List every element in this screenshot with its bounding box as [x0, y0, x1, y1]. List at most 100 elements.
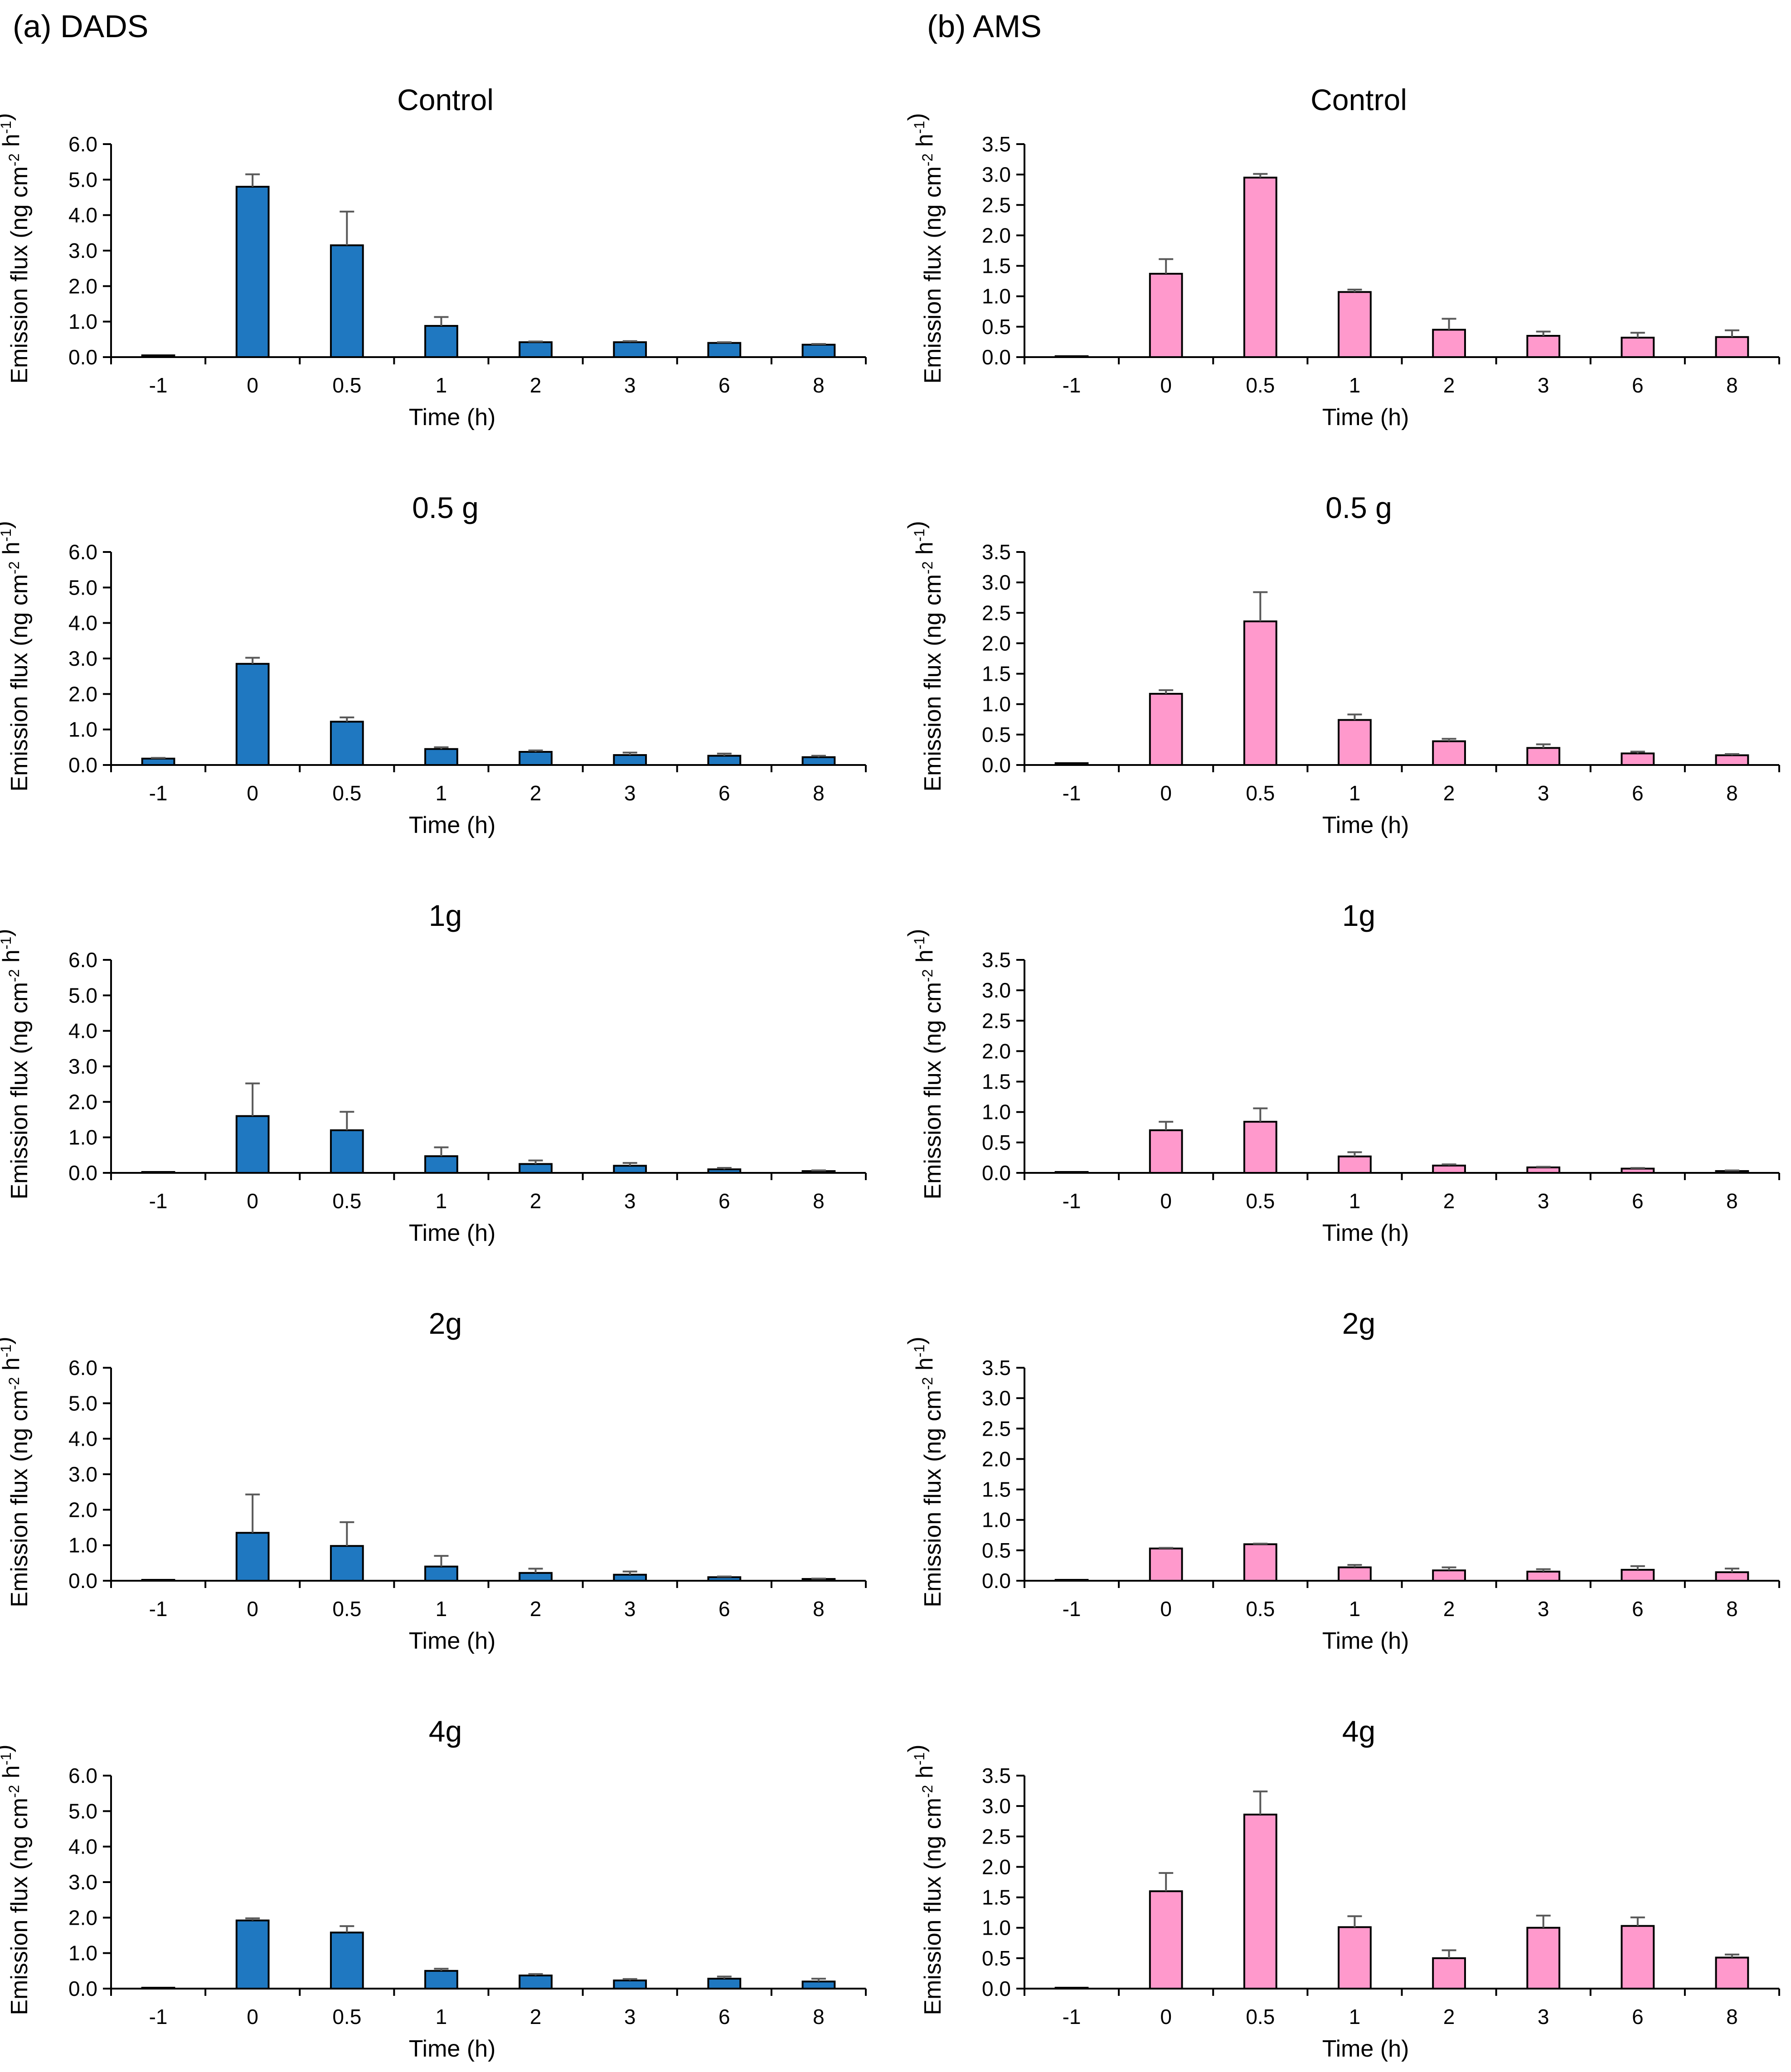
x-tick-label: -1: [149, 1189, 168, 1213]
x-tick-label: 3: [624, 1189, 636, 1213]
x-tick-label: 0.5: [332, 1189, 361, 1213]
bar-1: [424, 748, 458, 766]
x-tick-label: -1: [1063, 1597, 1081, 1621]
x-tick-label: 2: [1443, 373, 1455, 397]
bar--1: [1054, 762, 1089, 766]
x-tick-label: -1: [1063, 373, 1081, 397]
y-tick-label: 0.0: [982, 345, 1011, 369]
panel-label-ams: (b) AMS: [927, 9, 1042, 44]
y-tick-label: 6.0: [68, 1356, 97, 1380]
bar--1: [1054, 1987, 1089, 1990]
bar-3: [1526, 1927, 1561, 1990]
x-tick-label: 2: [530, 781, 542, 805]
x-tick-label: -1: [149, 2005, 168, 2028]
x-tick-label: 8: [1726, 1189, 1738, 1213]
x-tick-label: 8: [1726, 1597, 1738, 1621]
x-tick-label: 0.5: [332, 781, 361, 805]
bar-6: [707, 342, 742, 358]
x-tick-label: 8: [1726, 781, 1738, 805]
bar-0.5: [330, 244, 364, 358]
bar-1: [1338, 1155, 1372, 1174]
y-tick-label: 2.0: [982, 631, 1011, 655]
y-tick-label: 0.0: [68, 1977, 97, 2000]
bar-3: [613, 341, 647, 358]
bar-0.5: [1243, 620, 1277, 766]
y-tick-label: 1.0: [68, 1126, 97, 1149]
x-tick-label: 6: [718, 2005, 730, 2028]
x-tick-label: 1: [436, 781, 447, 805]
x-tick-label: 0: [1160, 1189, 1172, 1213]
bar-6: [1621, 752, 1655, 766]
bar-0.5: [1243, 1813, 1277, 1990]
y-tick-label: 0.0: [68, 753, 97, 777]
chart-title: 0.5 g: [1325, 491, 1392, 524]
x-tick-label: -1: [149, 1597, 168, 1621]
x-tick-label: -1: [149, 781, 168, 805]
chart-title: 0.5 g: [412, 491, 479, 524]
x-tick-label: 8: [813, 1597, 825, 1621]
x-tick-label: 1: [1349, 1597, 1361, 1621]
y-tick-label: 4.0: [68, 203, 97, 227]
bar-6: [707, 1168, 742, 1174]
bar-8: [801, 756, 836, 766]
x-tick-label: 6: [1632, 1597, 1644, 1621]
bar-1: [1338, 1566, 1372, 1582]
x-axis-title: Time (h): [409, 2036, 496, 2062]
chart-title: Control: [397, 83, 494, 116]
bar-6: [707, 1978, 742, 1990]
bar--1: [141, 757, 175, 766]
chart-dads-0.5g: 0.5 g 0.0 1.0 2.0 3.0 4.0 5.0 6.0 -1 0 0.5 1 2 3 6 8 Tim…: [0, 491, 867, 838]
y-tick-label: 6.0: [68, 948, 97, 972]
x-tick-label: 3: [1538, 1597, 1549, 1621]
bar-0: [1149, 692, 1183, 766]
x-tick-label: 3: [624, 2005, 636, 2028]
bar-8: [1715, 1571, 1749, 1582]
y-tick-label: 2.0: [982, 1855, 1011, 1878]
bar-6: [1621, 1569, 1655, 1582]
x-tick-label: 2: [1443, 1189, 1455, 1213]
bar-0: [1149, 1129, 1183, 1174]
y-tick-label: 6.0: [68, 132, 97, 156]
x-tick-label: 3: [624, 373, 636, 397]
y-tick-label: 6.0: [68, 540, 97, 564]
y-tick-label: 3.0: [68, 239, 97, 262]
x-tick-label: 0: [247, 2005, 258, 2028]
y-tick-label: 0.5: [982, 315, 1011, 339]
x-tick-label: 3: [624, 1597, 636, 1621]
bar-8: [801, 1980, 836, 1990]
bar--1: [141, 354, 175, 358]
bar-1: [424, 1970, 458, 1990]
y-tick-label: 0.0: [68, 1569, 97, 1593]
x-tick-label: 0.5: [1246, 1189, 1275, 1213]
x-axis-title: Time (h): [1322, 2036, 1409, 2062]
x-tick-label: 8: [813, 781, 825, 805]
bar-2: [1432, 1957, 1466, 1990]
y-tick-label: 1.0: [982, 1916, 1011, 1940]
y-tick-label: 3.0: [982, 571, 1011, 594]
bar--1: [1054, 1171, 1089, 1174]
chart-ams-1g: 1g 0.0 0.5 1.0 1.5 2.0 2.5 3.0 3.5 -1 0 0.5 1 2 3 6 8 Tim…: [903, 899, 1780, 1246]
y-axis-title: Emission flux (ng cm-2 h-1): [0, 521, 33, 791]
y-tick-label: 5.0: [68, 1391, 97, 1415]
y-tick-label: 4.0: [68, 1427, 97, 1451]
chart-dads-1g: 1g 0.0 1.0 2.0 3.0 4.0 5.0 6.0 -1 0 0.5 1 2 3 6 8 Time (…: [0, 899, 867, 1246]
y-tick-label: 1.0: [982, 1100, 1011, 1124]
bar-0.5: [330, 721, 364, 766]
x-tick-label: 8: [813, 1189, 825, 1213]
x-tick-label: 0: [247, 373, 258, 397]
x-tick-label: 1: [436, 373, 447, 397]
bar-8: [801, 344, 836, 358]
chart-title: 2g: [429, 1307, 462, 1340]
y-tick-label: 1.0: [68, 310, 97, 334]
y-tick-label: 0.5: [982, 723, 1011, 746]
y-tick-label: 3.5: [982, 540, 1011, 564]
x-tick-label: 0.5: [1246, 2005, 1275, 2028]
bar-2: [1432, 329, 1466, 358]
bar-8: [1715, 1956, 1749, 1990]
x-axis-title: Time (h): [1322, 812, 1409, 838]
x-tick-label: 0: [247, 1597, 258, 1621]
y-tick-label: 2.0: [68, 1090, 97, 1113]
y-tick-label: 1.0: [982, 285, 1011, 308]
x-axis-title: Time (h): [409, 812, 496, 838]
y-tick-label: 1.5: [982, 662, 1011, 686]
